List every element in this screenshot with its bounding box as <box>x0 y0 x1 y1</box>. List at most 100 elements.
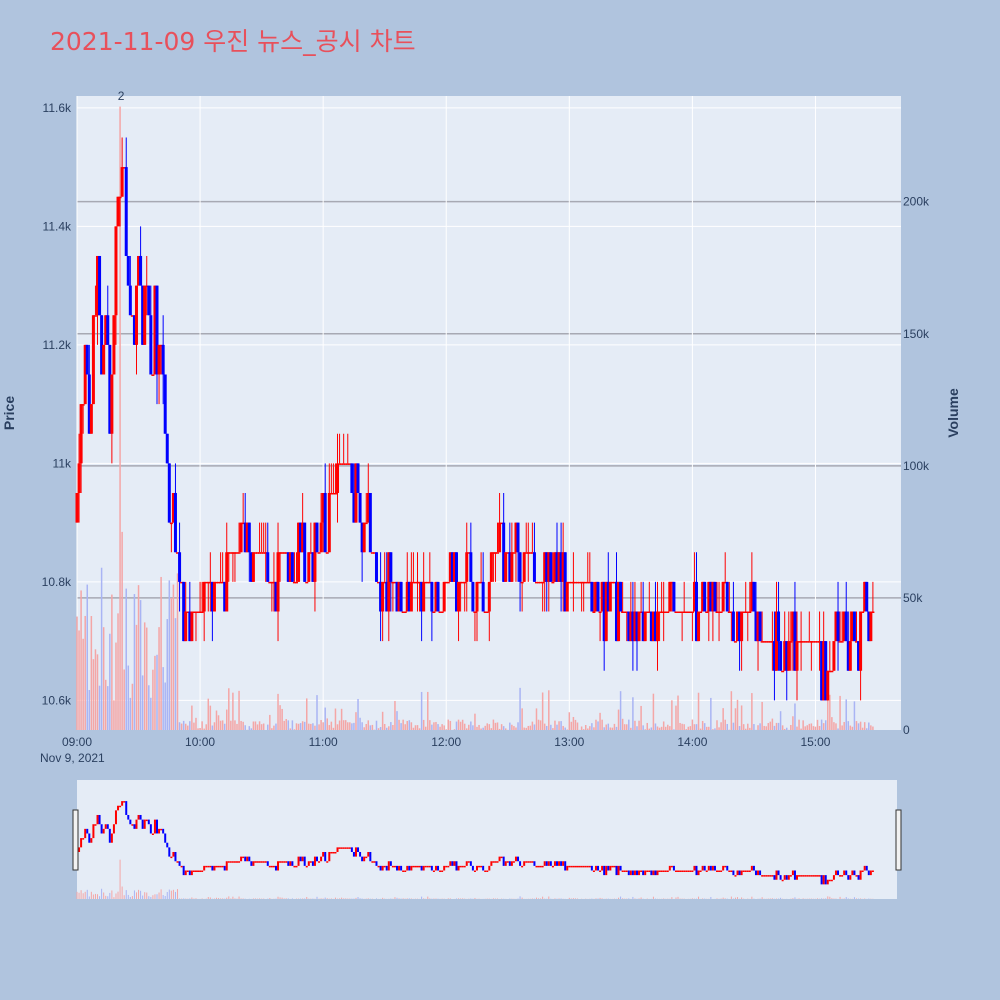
candle-body <box>104 315 108 345</box>
slider-candle <box>295 865 298 868</box>
candle-body <box>397 581 401 612</box>
slider-volume-bar <box>135 892 137 899</box>
slider-candle <box>551 865 554 868</box>
candle-body <box>401 611 405 613</box>
candle-body <box>709 581 713 612</box>
volume-bar <box>732 722 735 730</box>
candle-body <box>559 552 563 582</box>
volume-bar <box>820 719 823 730</box>
candle-body <box>307 552 311 582</box>
volume-bar <box>870 725 872 730</box>
volume-bar <box>453 729 456 730</box>
volume-bar <box>839 695 841 730</box>
volume-bar <box>794 703 796 730</box>
candle-body <box>826 670 830 701</box>
volume-bar <box>708 726 710 730</box>
slider-candle <box>365 856 368 859</box>
volume-bar <box>504 728 507 730</box>
volume-bar <box>861 727 864 730</box>
slider-candle <box>324 851 327 862</box>
volume-bar <box>123 669 125 730</box>
candle-body <box>430 581 434 612</box>
slider-candle <box>367 851 370 857</box>
volume-bar <box>160 576 162 730</box>
volume-tick-label: 0 <box>903 723 910 737</box>
candle-body <box>362 522 366 553</box>
slider-candle <box>699 870 702 872</box>
volume-bar <box>221 720 224 730</box>
slider-candle <box>82 838 85 840</box>
candle-body <box>836 611 840 642</box>
candle-body <box>272 581 276 584</box>
candle-body <box>409 581 413 612</box>
candle-body <box>262 552 266 554</box>
slider-volume-bar <box>306 897 308 899</box>
volume-bar <box>184 723 187 730</box>
slider-candle <box>209 865 212 868</box>
slider-candle <box>100 824 103 834</box>
slider-volume-bar <box>343 898 345 899</box>
volume-bar <box>277 693 279 730</box>
candle-body <box>434 581 438 612</box>
slider-candle <box>96 814 99 825</box>
candle-body <box>108 344 112 434</box>
candle-body <box>705 611 709 613</box>
volume-bar <box>683 724 685 730</box>
candle-body <box>139 255 143 286</box>
candle-body <box>481 581 485 612</box>
slider-volume-bar <box>435 898 437 899</box>
slider-volume-bar <box>677 896 679 899</box>
candle-body <box>582 581 586 584</box>
slider-candle <box>601 865 604 871</box>
slider-volume-bar <box>220 898 222 899</box>
candle-body <box>489 552 493 582</box>
volume-bar <box>308 723 310 730</box>
volume-bar <box>383 723 386 730</box>
slider-candle <box>307 861 310 866</box>
range-slider-left-handle[interactable] <box>72 809 79 871</box>
volume-bar <box>80 590 82 730</box>
slider-candle <box>748 870 751 872</box>
volume-bar <box>564 727 566 730</box>
slider-candle <box>156 819 158 834</box>
volume-bar <box>781 725 784 730</box>
candle-body <box>282 552 286 554</box>
candle-body <box>606 581 610 612</box>
volume-bar <box>673 729 675 730</box>
annotation-label: 2 <box>118 89 125 103</box>
volume-bar <box>804 726 806 730</box>
slider-candle <box>535 865 538 868</box>
slider-volume-bar <box>825 898 827 899</box>
volume-bar <box>408 720 411 730</box>
volume-bar <box>617 709 620 730</box>
volume-bar <box>468 724 470 730</box>
candle-body <box>756 611 760 642</box>
candle-body <box>75 492 79 523</box>
slider-candle <box>642 870 645 876</box>
range-slider-right-handle[interactable] <box>895 809 902 871</box>
volume-bar <box>102 627 105 730</box>
range-slider[interactable] <box>77 780 897 899</box>
volume-bar <box>656 726 659 730</box>
slider-candle <box>765 875 768 877</box>
slider-candle <box>219 865 222 868</box>
candle-body <box>854 641 858 643</box>
slider-volume-bar <box>228 896 230 899</box>
slider-candle <box>240 856 243 862</box>
volume-bar <box>336 724 339 730</box>
slider-volume-bar <box>164 896 166 899</box>
slider-candle <box>373 861 376 863</box>
candle-body <box>602 581 606 642</box>
volume-bar <box>254 721 257 730</box>
slider-volume-bar <box>103 892 105 899</box>
slider-volume-bar <box>521 897 523 899</box>
volume-bar <box>154 655 156 730</box>
slider-candle <box>816 875 819 877</box>
chart-title: 2021-11-09 우진 뉴스_공시 차트 <box>50 27 416 56</box>
volume-bar <box>482 727 484 730</box>
slider-volume-bar <box>189 898 191 899</box>
volume-bar <box>812 726 815 730</box>
slider-candle <box>242 856 245 859</box>
slider-candle <box>352 851 355 857</box>
volume-bar <box>332 727 335 730</box>
